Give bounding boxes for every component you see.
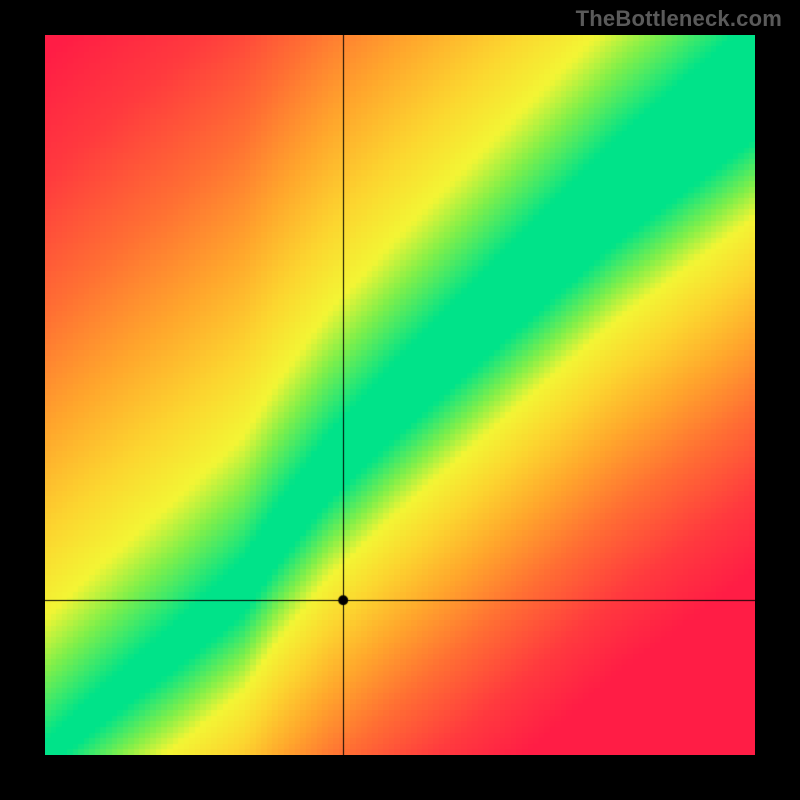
watermark-label: TheBottleneck.com <box>576 6 782 32</box>
chart-container: TheBottleneck.com <box>0 0 800 800</box>
crosshair-overlay <box>45 35 755 755</box>
